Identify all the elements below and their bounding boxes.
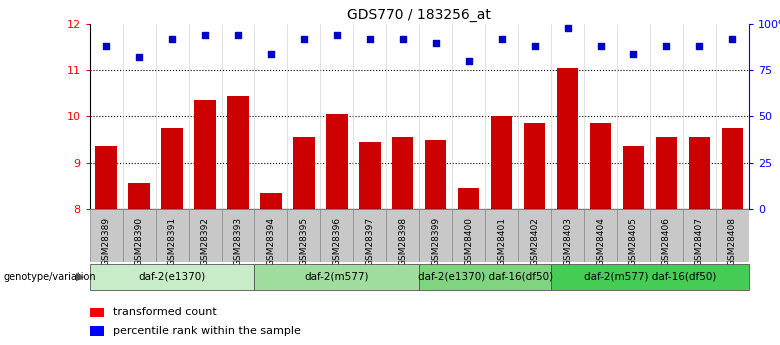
Text: GSM28395: GSM28395 xyxy=(300,217,308,266)
Bar xyxy=(129,183,150,209)
Text: daf-2(m577): daf-2(m577) xyxy=(305,272,369,282)
Text: daf-2(e1370) daf-16(df50): daf-2(e1370) daf-16(df50) xyxy=(417,272,553,282)
FancyBboxPatch shape xyxy=(254,209,287,262)
Bar xyxy=(227,96,249,209)
Point xyxy=(463,58,475,64)
Bar xyxy=(722,128,743,209)
Bar xyxy=(425,139,446,209)
Title: GDS770 / 183256_at: GDS770 / 183256_at xyxy=(347,8,491,22)
Bar xyxy=(90,326,105,336)
FancyBboxPatch shape xyxy=(353,209,386,262)
FancyBboxPatch shape xyxy=(518,209,551,262)
Point xyxy=(528,43,541,49)
Bar xyxy=(491,117,512,209)
Text: GSM28399: GSM28399 xyxy=(431,217,440,266)
FancyBboxPatch shape xyxy=(222,209,254,262)
Bar xyxy=(622,146,644,209)
FancyBboxPatch shape xyxy=(122,209,156,262)
FancyBboxPatch shape xyxy=(551,264,749,290)
Bar xyxy=(689,137,710,209)
Text: GSM28402: GSM28402 xyxy=(530,217,539,266)
Text: daf-2(e1370): daf-2(e1370) xyxy=(139,272,206,282)
Bar xyxy=(90,308,105,317)
Point xyxy=(100,43,112,49)
Text: percentile rank within the sample: percentile rank within the sample xyxy=(113,326,300,336)
Text: GSM28406: GSM28406 xyxy=(662,217,671,266)
Bar xyxy=(458,188,480,209)
Point xyxy=(396,36,409,42)
Text: genotype/variation: genotype/variation xyxy=(4,272,97,282)
FancyBboxPatch shape xyxy=(287,209,321,262)
FancyBboxPatch shape xyxy=(650,209,683,262)
FancyBboxPatch shape xyxy=(90,209,122,262)
Point xyxy=(199,32,211,38)
FancyBboxPatch shape xyxy=(321,209,353,262)
FancyBboxPatch shape xyxy=(156,209,189,262)
FancyBboxPatch shape xyxy=(254,264,420,290)
Point xyxy=(331,32,343,38)
Text: transformed count: transformed count xyxy=(113,307,217,317)
Point xyxy=(693,43,706,49)
Text: GSM28405: GSM28405 xyxy=(629,217,638,266)
FancyBboxPatch shape xyxy=(485,209,518,262)
Text: GSM28397: GSM28397 xyxy=(365,217,374,266)
Point xyxy=(264,51,277,57)
Point xyxy=(594,43,607,49)
Text: GSM28400: GSM28400 xyxy=(464,217,473,266)
FancyBboxPatch shape xyxy=(189,209,222,262)
FancyBboxPatch shape xyxy=(683,209,716,262)
Bar xyxy=(95,146,117,209)
Point xyxy=(562,25,574,31)
FancyBboxPatch shape xyxy=(617,209,650,262)
Text: GSM28396: GSM28396 xyxy=(332,217,342,266)
Point xyxy=(627,51,640,57)
Text: GSM28391: GSM28391 xyxy=(168,217,176,266)
FancyBboxPatch shape xyxy=(716,209,749,262)
FancyBboxPatch shape xyxy=(420,264,551,290)
Bar xyxy=(261,193,282,209)
Bar xyxy=(590,124,612,209)
Text: GSM28403: GSM28403 xyxy=(563,217,572,266)
Text: GSM28389: GSM28389 xyxy=(101,217,111,266)
Bar xyxy=(656,137,677,209)
Bar xyxy=(359,142,381,209)
Point xyxy=(298,36,310,42)
Text: daf-2(m577) daf-16(df50): daf-2(m577) daf-16(df50) xyxy=(583,272,716,282)
Point xyxy=(232,32,244,38)
Bar xyxy=(194,100,216,209)
Text: GSM28392: GSM28392 xyxy=(200,217,210,266)
Point xyxy=(363,36,376,42)
Bar xyxy=(557,68,578,209)
FancyBboxPatch shape xyxy=(386,209,420,262)
Point xyxy=(430,40,442,45)
Point xyxy=(166,36,179,42)
Text: GSM28408: GSM28408 xyxy=(728,217,737,266)
Bar xyxy=(392,137,413,209)
Bar xyxy=(293,137,314,209)
Bar xyxy=(161,128,183,209)
Text: GSM28394: GSM28394 xyxy=(267,217,275,266)
Text: ▶: ▶ xyxy=(76,272,84,282)
Point xyxy=(726,36,739,42)
FancyBboxPatch shape xyxy=(420,209,452,262)
FancyBboxPatch shape xyxy=(90,264,254,290)
Text: GSM28404: GSM28404 xyxy=(596,217,605,266)
Text: GSM28390: GSM28390 xyxy=(135,217,144,266)
Text: GSM28401: GSM28401 xyxy=(497,217,506,266)
Point xyxy=(660,43,672,49)
Text: GSM28407: GSM28407 xyxy=(695,217,704,266)
Bar xyxy=(326,114,348,209)
Point xyxy=(133,55,145,60)
FancyBboxPatch shape xyxy=(452,209,485,262)
Bar xyxy=(524,124,545,209)
FancyBboxPatch shape xyxy=(584,209,617,262)
FancyBboxPatch shape xyxy=(551,209,584,262)
Text: GSM28398: GSM28398 xyxy=(399,217,407,266)
Text: GSM28393: GSM28393 xyxy=(233,217,243,266)
Point xyxy=(495,36,508,42)
